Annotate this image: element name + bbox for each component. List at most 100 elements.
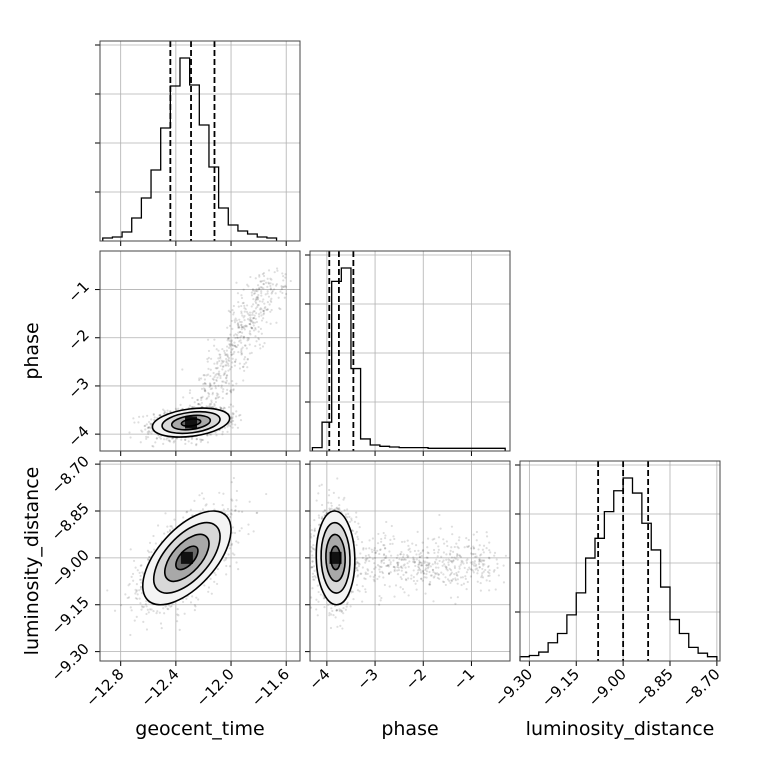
sample-point	[311, 565, 314, 569]
sample-point	[279, 290, 282, 293]
sample-point	[315, 598, 318, 601]
sample-point	[239, 339, 242, 342]
sample-point	[207, 349, 211, 353]
sample-point	[328, 614, 331, 617]
sample-point	[134, 597, 138, 600]
sample-point	[257, 337, 260, 340]
sample-point	[200, 438, 203, 441]
sample-point	[228, 547, 231, 550]
sample-point	[269, 299, 272, 302]
sample-point	[177, 407, 180, 410]
sample-point	[258, 287, 261, 291]
sample-point	[230, 343, 234, 347]
sample-point	[180, 438, 183, 441]
sample-point	[146, 431, 149, 434]
sample-point	[348, 515, 351, 518]
sample-point	[357, 562, 360, 565]
sample-point	[270, 292, 273, 295]
sample-point	[259, 327, 263, 330]
sample-point	[236, 336, 240, 339]
sample-point	[248, 332, 251, 335]
sample-point	[226, 353, 229, 356]
sample-point	[230, 342, 233, 345]
sample-point	[211, 391, 214, 394]
sample-point	[325, 511, 328, 515]
sample-point	[159, 413, 162, 417]
sample-point	[266, 290, 269, 293]
sample-point	[262, 317, 265, 320]
sample-point	[223, 406, 226, 410]
sample-point	[231, 357, 234, 360]
sample-point	[213, 338, 216, 341]
sample-point	[168, 440, 172, 443]
sample-point	[254, 298, 257, 301]
sample-point	[196, 398, 200, 401]
sample-point	[221, 397, 224, 400]
sample-point	[147, 611, 150, 614]
sample-point	[352, 529, 355, 533]
sample-point	[138, 589, 141, 592]
sample-point	[310, 606, 313, 609]
sample-point	[237, 326, 240, 329]
sample-point	[359, 552, 362, 555]
sample-point	[340, 609, 344, 613]
sample-point	[191, 396, 194, 400]
sample-point	[266, 301, 270, 304]
sample-point	[214, 374, 217, 377]
sample-point	[167, 604, 170, 607]
sample-point	[257, 304, 260, 307]
sample-point	[124, 593, 127, 596]
sample-point	[213, 376, 216, 379]
sample-point	[358, 526, 361, 529]
sample-point	[181, 600, 185, 604]
sample-point	[154, 441, 157, 444]
sample-point	[214, 367, 217, 370]
sample-point	[232, 304, 235, 308]
sample-point	[232, 313, 235, 316]
sample-point	[209, 383, 212, 386]
histogram-geocent_time	[102, 57, 278, 241]
sample-point	[310, 550, 313, 553]
sample-point	[341, 627, 344, 630]
sample-point	[227, 364, 230, 367]
sample-point	[359, 572, 362, 575]
sample-point	[227, 382, 231, 385]
sample-point	[273, 271, 276, 274]
sample-point	[141, 606, 144, 609]
sample-point	[142, 620, 145, 623]
sample-point	[232, 334, 236, 337]
sample-point	[238, 529, 241, 532]
sample-point	[150, 418, 153, 421]
sample-point	[329, 508, 332, 511]
sample-point	[231, 419, 234, 422]
sample-point	[240, 331, 244, 334]
sample-point	[327, 494, 331, 497]
sample-point	[310, 529, 313, 532]
sample-point	[249, 275, 252, 279]
sample-point	[178, 628, 181, 631]
sample-point	[208, 384, 212, 387]
contour-line	[161, 410, 221, 435]
sample-point	[222, 365, 225, 368]
sample-point	[269, 287, 272, 290]
sample-point	[195, 443, 198, 446]
sample-point	[149, 422, 152, 425]
sample-point	[253, 321, 257, 324]
sample-point	[216, 362, 219, 365]
sample-point	[225, 564, 228, 568]
sample-point	[219, 374, 222, 378]
sample-point	[240, 351, 243, 354]
sample-point	[184, 442, 187, 445]
sample-point	[142, 415, 145, 418]
sample-point	[318, 516, 321, 519]
sample-point	[275, 267, 279, 270]
sample-point	[242, 379, 245, 382]
sample-point	[231, 411, 234, 415]
sample-point	[278, 307, 281, 310]
sample-point	[132, 579, 135, 582]
sample-point	[252, 324, 255, 327]
sample-point	[228, 346, 231, 349]
sample-point	[231, 426, 234, 429]
sample-point	[257, 288, 260, 291]
sample-point	[328, 488, 331, 492]
